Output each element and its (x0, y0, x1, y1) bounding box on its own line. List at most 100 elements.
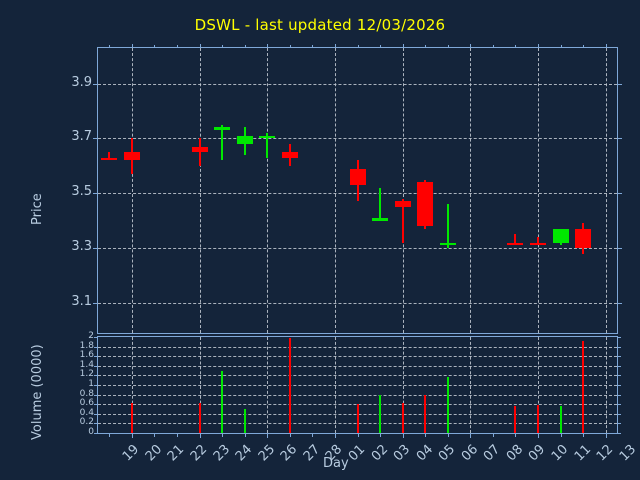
volume-xtick-mark (245, 433, 246, 437)
price-xtick-mark (470, 44, 471, 48)
price-xtick-mark (515, 45, 516, 48)
candle-body-11[interactable] (553, 228, 569, 243)
day-tick-label-25: 25 (255, 442, 279, 465)
price-xtick-mark (335, 44, 336, 48)
price-panel (97, 47, 618, 334)
volume-bar-06[interactable] (447, 377, 449, 433)
volume-tick-mark (94, 347, 98, 348)
price-xtick-mark (358, 45, 359, 48)
day-tick-label-13: 13 (616, 442, 640, 465)
candle-wick-23 (199, 138, 201, 166)
candle-body-26[interactable] (259, 135, 275, 139)
price-tick-mark (617, 248, 622, 249)
candle-wick-04 (402, 198, 404, 243)
volume-tick-mark (617, 385, 621, 386)
candle-body-12[interactable] (575, 228, 591, 249)
candle-body-23[interactable] (192, 146, 208, 153)
volume-bar-20[interactable] (131, 403, 133, 433)
price-gridline-v (606, 48, 607, 333)
volume-bar-02[interactable] (357, 404, 359, 433)
day-tick-label-21: 21 (164, 442, 188, 465)
volume-bar-05[interactable] (424, 394, 426, 433)
volume-tick-mark (94, 404, 98, 405)
price-gridline-v (200, 48, 201, 333)
volume-tick-label: 1.8 (79, 341, 94, 351)
volume-tick-mark (94, 366, 98, 367)
volume-xtick-mark (267, 433, 268, 438)
volume-bar-27[interactable] (289, 337, 291, 433)
candle-body-03[interactable] (372, 217, 388, 221)
volume-bar-25[interactable] (244, 409, 246, 433)
price-tick-label: 3.5 (71, 184, 92, 199)
volume-xtick-mark (403, 433, 404, 438)
volume-xtick-mark (561, 433, 562, 437)
volume-bar-11[interactable] (560, 406, 562, 433)
candle-body-10[interactable] (530, 242, 546, 246)
price-tick-mark (93, 193, 98, 194)
price-xtick-mark (154, 45, 155, 48)
volume-xtick-mark (154, 433, 155, 437)
volume-bar-24[interactable] (221, 370, 223, 433)
price-gridline-v (538, 48, 539, 333)
day-tick-label-08: 08 (503, 442, 527, 465)
candle-body-20[interactable] (124, 152, 140, 161)
day-tick-label-26: 26 (277, 442, 301, 465)
volume-bar-12[interactable] (582, 340, 584, 433)
candle-body-06[interactable] (440, 242, 456, 246)
price-xtick-mark (538, 44, 539, 48)
price-tick-label: 3.9 (71, 75, 92, 90)
candle-wick-26 (266, 132, 268, 158)
chart-title: DSWL - last updated 12/03/2026 (194, 16, 446, 34)
price-xtick-mark (380, 45, 381, 48)
candle-wick-24 (221, 124, 223, 161)
candle-body-27[interactable] (282, 152, 298, 158)
volume-tick-mark (94, 433, 98, 434)
volume-tick-mark (617, 356, 621, 357)
price-xtick-mark (222, 45, 223, 48)
volume-bar-09[interactable] (514, 406, 516, 433)
day-axis-label: Day (323, 456, 349, 471)
volume-gridline (98, 395, 617, 396)
volume-xtick-mark (606, 433, 607, 438)
day-tick-label-03: 03 (390, 442, 414, 465)
volume-tick-label: 0.6 (79, 398, 94, 408)
candle-body-19[interactable] (101, 157, 117, 160)
candle-body-02[interactable] (350, 168, 366, 185)
price-xtick-mark (425, 45, 426, 48)
price-tick-label: 3.1 (71, 294, 92, 309)
volume-bar-04[interactable] (402, 403, 404, 433)
candle-body-09[interactable] (507, 242, 523, 246)
price-tick-label: 3.3 (71, 239, 92, 254)
volume-xtick-mark (470, 433, 471, 438)
volume-gridline (98, 347, 617, 348)
volume-tick-mark (94, 375, 98, 376)
volume-tick-mark (94, 395, 98, 396)
price-xtick-mark (177, 45, 178, 48)
volume-tick-mark (617, 433, 621, 434)
day-tick-label-27: 27 (300, 442, 324, 465)
volume-tick-label: 0.8 (79, 389, 94, 399)
day-tick-label-05: 05 (435, 442, 459, 465)
candle-body-24[interactable] (214, 127, 230, 131)
candle-body-05[interactable] (417, 182, 433, 227)
day-tick-label-09: 09 (525, 442, 549, 465)
volume-bar-23[interactable] (199, 403, 201, 433)
volume-bar-10[interactable] (537, 405, 539, 433)
volume-xtick-mark (380, 433, 381, 437)
volume-xtick-mark (425, 433, 426, 437)
price-tick-mark (617, 138, 622, 139)
volume-xtick-mark (290, 433, 291, 437)
day-tick-label-01: 01 (345, 442, 369, 465)
candle-body-04[interactable] (395, 201, 411, 207)
price-tick-mark (93, 303, 98, 304)
price-xtick-mark (132, 44, 133, 48)
candle-body-25[interactable] (237, 135, 253, 144)
price-gridline (98, 84, 617, 85)
price-xtick-mark (312, 45, 313, 48)
day-tick-label-19: 19 (119, 442, 143, 465)
candle-wick-06 (447, 204, 449, 249)
day-tick-label-20: 20 (142, 442, 166, 465)
day-tick-label-02: 02 (368, 442, 392, 465)
price-gridline (98, 303, 617, 304)
volume-bar-03[interactable] (379, 394, 381, 433)
